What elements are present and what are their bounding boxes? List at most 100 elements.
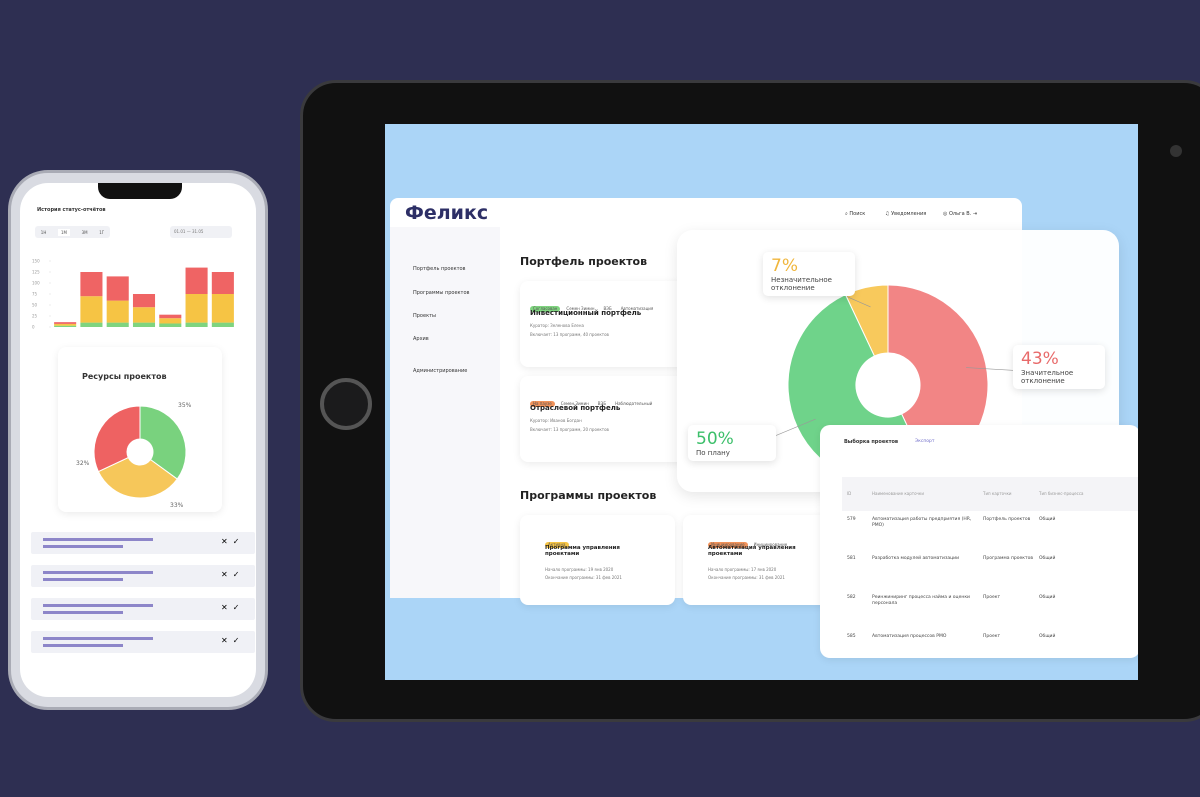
nav-item[interactable]: ♫ Уведомления xyxy=(885,211,927,217)
bar-segment xyxy=(185,294,208,323)
tag: Автоматизация xyxy=(620,306,654,311)
bar-segment xyxy=(54,325,77,327)
callout: 50% По плану xyxy=(688,425,776,461)
period-switch: 1Н 1М 3М 1Г xyxy=(35,226,110,238)
table-cell: 582 xyxy=(847,595,856,600)
bar-segment xyxy=(159,314,182,319)
nav-item[interactable]: ◎ Ольга В. ⇥ xyxy=(943,211,978,217)
card-title: Автоматизация управления проектами xyxy=(708,545,796,557)
table-cell: Автоматизация работы предприятия (HR, PM… xyxy=(872,517,972,528)
sidebar-item[interactable]: Программы проектов xyxy=(413,290,470,296)
bar-segment xyxy=(80,272,103,297)
period[interactable]: 1Н xyxy=(40,229,47,235)
card-meta: Включает: 13 программ, 20 проектов xyxy=(530,427,609,432)
table-cell: Автоматизация процессов PMO xyxy=(872,634,947,639)
portfolio-card[interactable]: На паузе Семен Зимин ВЭБ Наблюдательный Отр… xyxy=(520,376,690,462)
program-card[interactable]: Активна Программа управления проектами Н… xyxy=(520,515,675,605)
tablet-screen: Феликс ⌕ Поиск ♫ Уведомления ◎ Ольга В. … xyxy=(385,124,1138,680)
bar-segment xyxy=(106,300,129,323)
sidebar xyxy=(390,227,500,598)
table-cell: Общий xyxy=(1039,634,1056,639)
portfolio-card[interactable]: Согласован Семен Зимин ВЭБ Автоматизация Ин… xyxy=(520,281,690,367)
table-cell: Разработка модулей автоматизации xyxy=(872,556,960,561)
list-row[interactable]: ✕ ✓ xyxy=(31,532,255,554)
resources-title: Ресурсы проектов xyxy=(82,372,167,381)
tag: Наблюдательный xyxy=(615,401,653,406)
column-header: ID xyxy=(847,491,852,496)
card-meta: Начало программы: 19 янв 2020 xyxy=(545,567,614,572)
brand: Феликс xyxy=(405,202,489,224)
table-title: Выборка проектов xyxy=(844,439,899,445)
period[interactable]: 3М xyxy=(81,229,88,235)
y-tick-label: 0 xyxy=(32,325,35,330)
tag: Семен Зимин xyxy=(560,401,589,406)
tag: ВЭБ xyxy=(603,306,612,311)
pie-slice xyxy=(93,405,141,473)
column-header: Тип бизнес-процесса xyxy=(1039,491,1084,496)
bar-segment xyxy=(132,322,156,327)
tag: Инициирование xyxy=(753,542,788,547)
card-meta: Куратор: Зеленова Елена xyxy=(530,323,584,328)
callout-label: По плану xyxy=(696,449,730,457)
list-row[interactable]: ✕ ✓ xyxy=(31,598,255,620)
nav-label: Ольга В. xyxy=(948,211,972,217)
tag: ВЭБ xyxy=(597,401,607,406)
bar-segment xyxy=(185,267,208,294)
sidebar-item[interactable]: Портфель проектов xyxy=(413,266,466,272)
status-chart: 0 25 50 75 100 125 150 xyxy=(32,259,234,330)
column-header: Тип карточки xyxy=(983,491,1012,496)
export-link[interactable]: Экспорт xyxy=(915,439,935,444)
card-meta: Куратор: Иванов Богдан xyxy=(530,418,582,423)
y-tick-label: 100 xyxy=(32,281,40,286)
table-cell: Реинжиниринг процесса найма и оценки пер… xyxy=(872,595,970,606)
pie-slice xyxy=(139,405,187,480)
list-row[interactable]: ✕ ✓ xyxy=(31,565,255,587)
y-tick-label: 50 xyxy=(32,303,38,308)
bar-segment xyxy=(159,318,182,324)
period[interactable]: 1Г xyxy=(99,229,105,235)
bar-segment xyxy=(211,272,234,294)
table-header xyxy=(842,477,1138,511)
y-tick-label: 75 xyxy=(32,292,38,297)
bar-segment xyxy=(80,296,103,323)
nav-label: Уведомления xyxy=(891,211,927,217)
bar-segment xyxy=(132,307,156,323)
value-label: 33% xyxy=(170,502,184,509)
bar-segment xyxy=(54,322,77,324)
resources-pie: 35% 33% 32% xyxy=(76,402,192,509)
table-card: Выборка проектов Экспорт ID Наименование… xyxy=(820,425,1138,658)
program-card[interactable]: Инициирование Инициирование Автоматизация… xyxy=(683,515,838,605)
table-cell: Общий xyxy=(1039,556,1056,561)
column-header: Наименование карточки xyxy=(872,491,924,496)
pie-slice xyxy=(97,456,178,499)
card-title: Программа управления проектами xyxy=(545,545,620,557)
bar-segment xyxy=(54,323,77,326)
card-title: Отраслевой портфель xyxy=(530,404,621,412)
bar-segment xyxy=(185,322,208,327)
tag: На паузе xyxy=(530,401,555,407)
table-cell: 581 xyxy=(847,556,856,561)
phone-notch xyxy=(98,183,182,199)
table-cell: 579 xyxy=(847,517,856,522)
callout-value: 7% xyxy=(771,256,798,276)
card-meta: Окончание программы: 31 фев 2021 xyxy=(708,575,785,580)
nav-item[interactable]: ⌕ Поиск xyxy=(845,211,866,217)
bar-segment xyxy=(159,323,182,327)
card-meta: Окончание программы: 31 фев 2021 xyxy=(545,575,622,580)
section-heading: Программы проектов xyxy=(520,489,657,502)
callout: 43% Значительное отклонение xyxy=(1013,345,1105,389)
table-cell: Проект xyxy=(983,595,1001,600)
sidebar-item[interactable]: Администрирование xyxy=(413,368,468,374)
section-heading: Портфель проектов xyxy=(520,255,648,268)
period[interactable]: 1М xyxy=(57,228,70,236)
callout-label: Значительное отклонение xyxy=(1021,369,1074,385)
table-cell: Программа проектов xyxy=(983,556,1034,561)
sidebar-item[interactable]: Архив xyxy=(413,336,429,342)
tag: Активна xyxy=(545,542,569,548)
card-meta: Включает: 13 программ, 40 проектов xyxy=(530,332,609,337)
sidebar-item[interactable]: Проекты xyxy=(413,313,436,319)
date-range[interactable]: 01.01 — 31.05 xyxy=(170,226,232,238)
list-row[interactable]: ✕ ✓ xyxy=(31,631,255,653)
bar-segment xyxy=(132,294,156,308)
